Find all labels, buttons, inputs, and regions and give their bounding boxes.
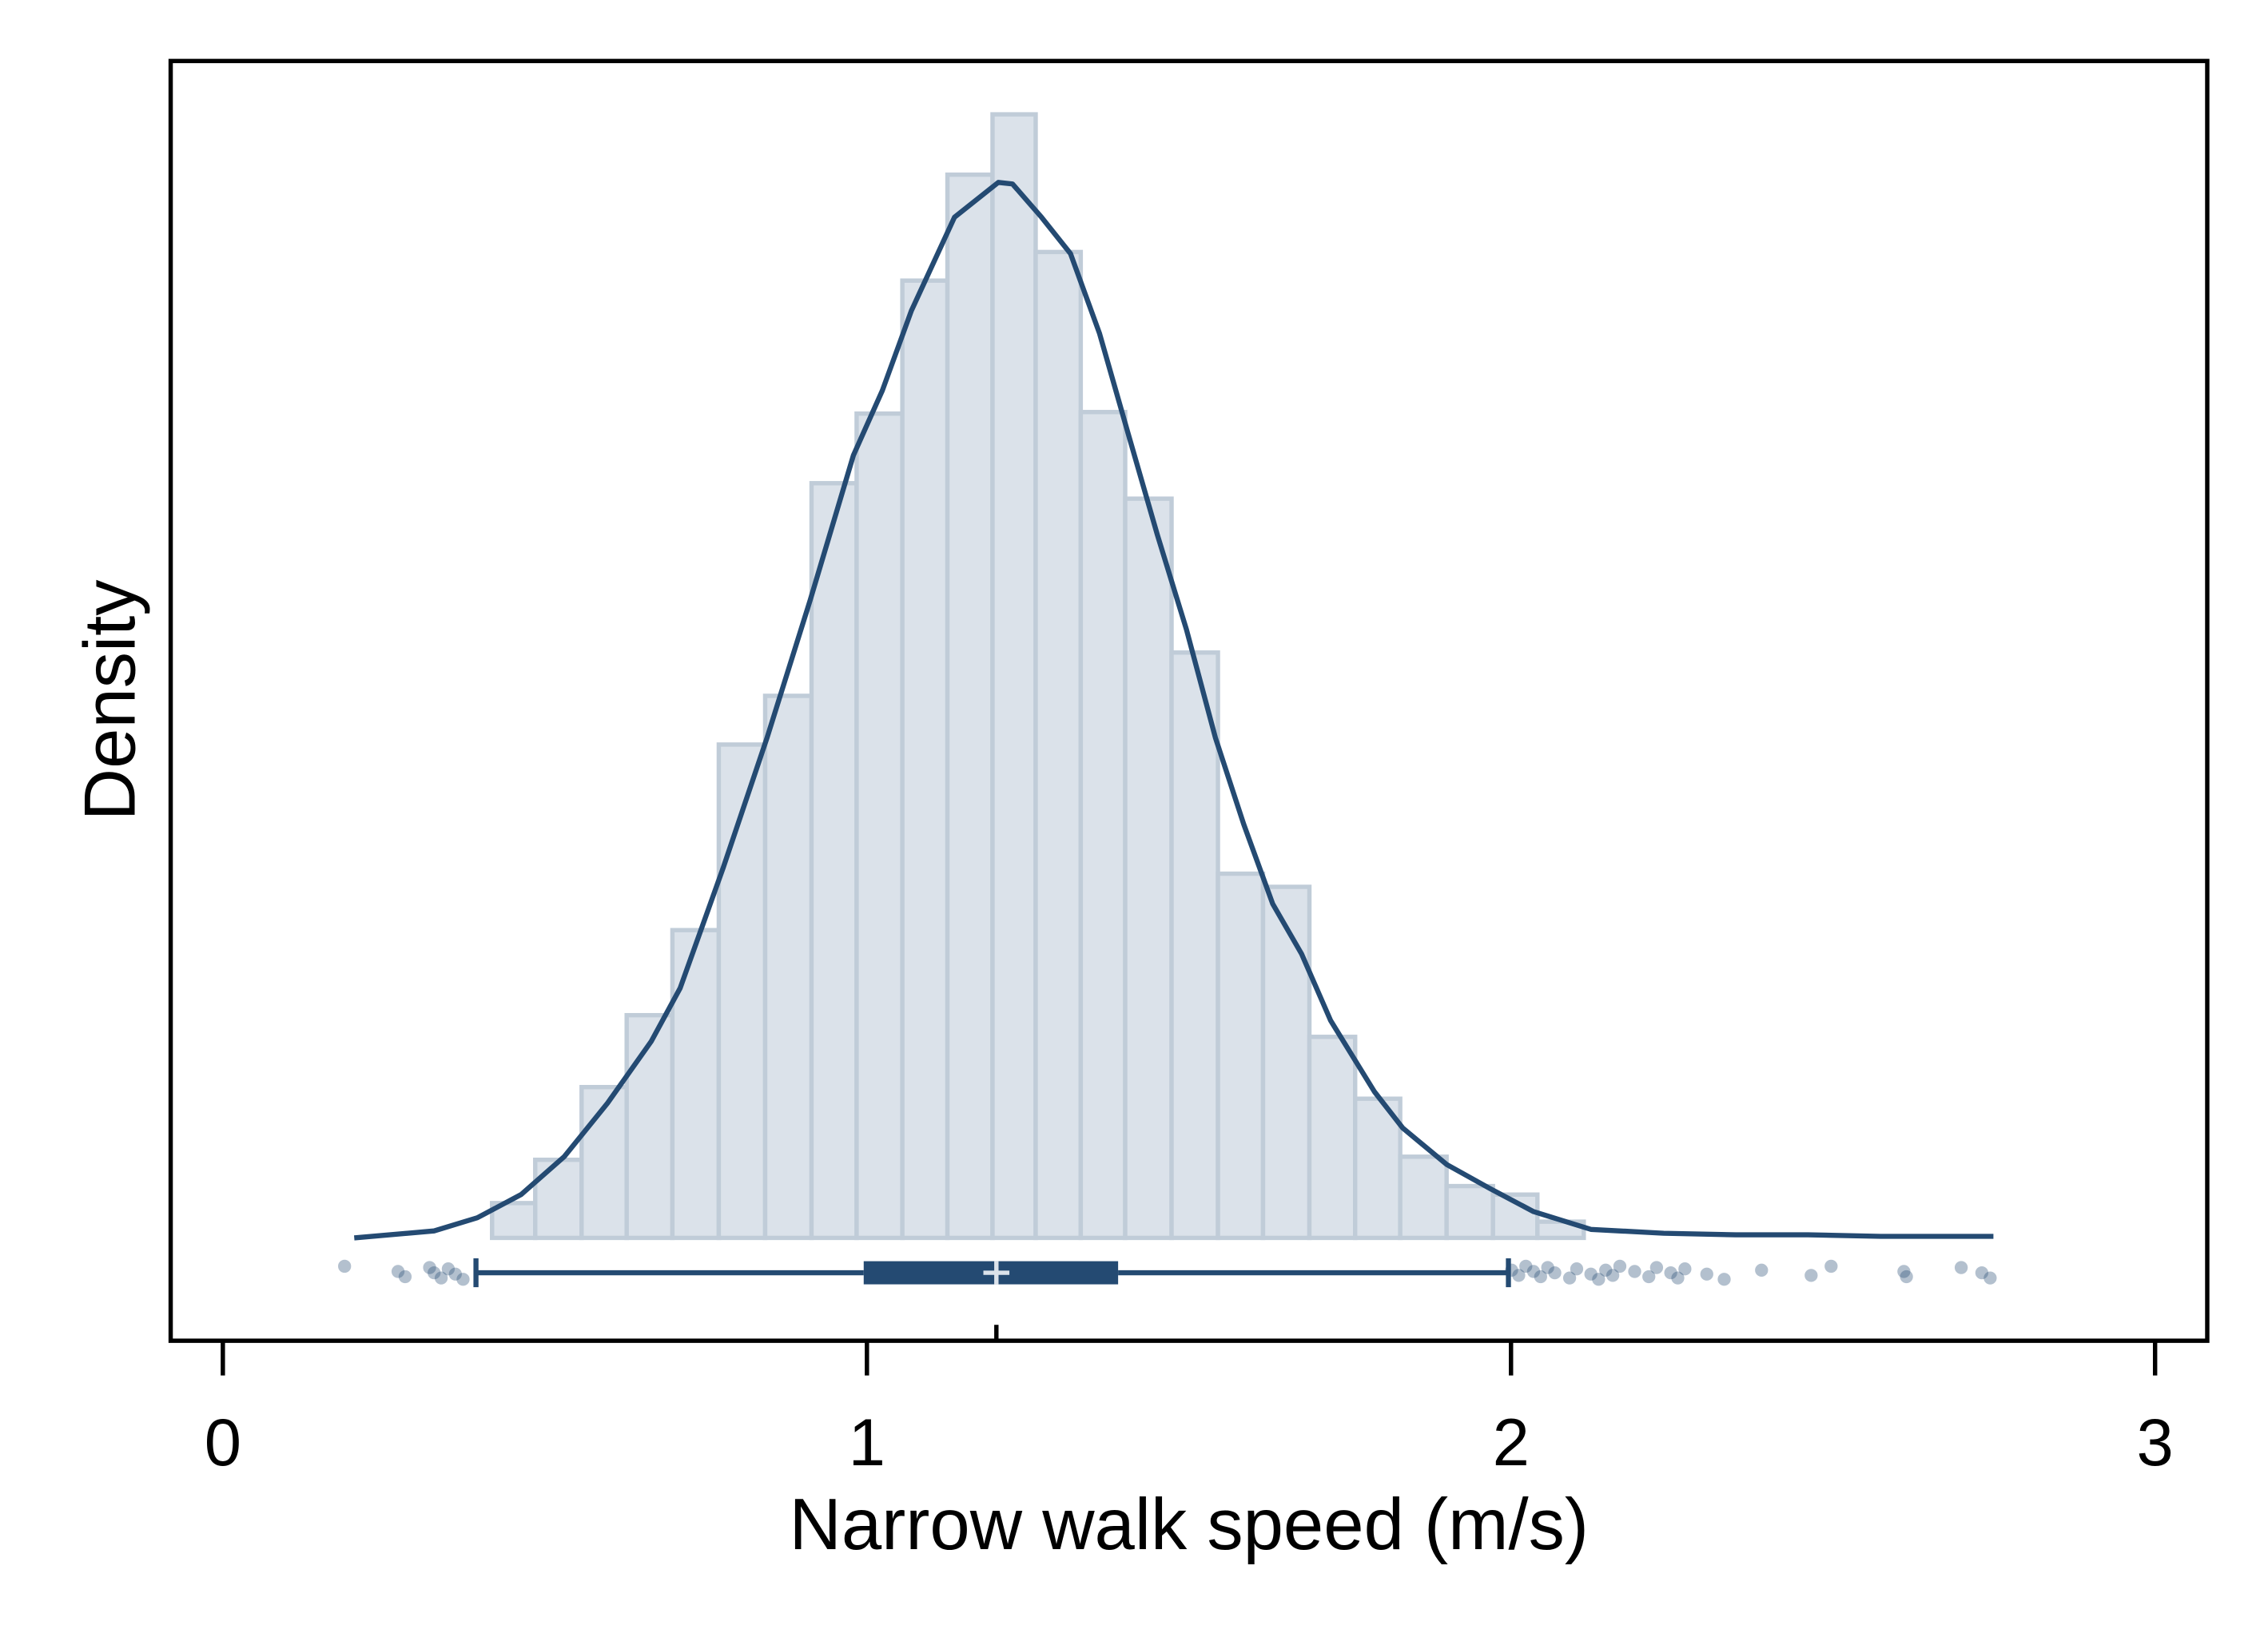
bar	[1078, 410, 1128, 1241]
outlier-point	[441, 1262, 456, 1276]
bar	[579, 1084, 629, 1241]
bar	[1123, 496, 1174, 1241]
outlier-point	[423, 1261, 436, 1274]
outlier-point	[1700, 1267, 1713, 1281]
outlier-point	[1628, 1265, 1641, 1278]
bar	[900, 278, 950, 1241]
bar	[1490, 1192, 1540, 1241]
x-axis-title: Narrow walk speed (m/s)	[789, 1484, 1589, 1565]
outlier-point	[1584, 1267, 1598, 1281]
outlier-point	[1570, 1262, 1584, 1276]
outlier-point	[1642, 1270, 1656, 1284]
outlier-point	[398, 1270, 412, 1284]
bar	[1398, 1154, 1449, 1241]
outlier-point	[1824, 1259, 1838, 1274]
x-tick-label: 0	[205, 1405, 241, 1480]
bar	[1216, 871, 1266, 1241]
outlier-point	[391, 1265, 405, 1278]
outlier-point	[1954, 1261, 1968, 1274]
y-axis-title: Density	[70, 579, 151, 821]
outlier-point	[1671, 1271, 1685, 1285]
bar	[716, 742, 768, 1241]
bar	[809, 481, 859, 1241]
outlier-point	[456, 1273, 470, 1286]
plot-frame	[168, 58, 2210, 1343]
outlier-point	[1717, 1273, 1731, 1286]
outlier-point	[1755, 1263, 1769, 1277]
outlier-point	[1897, 1265, 1911, 1278]
outlier-point	[1664, 1266, 1677, 1280]
bar	[624, 1012, 675, 1241]
outlier-point	[428, 1266, 441, 1280]
bar	[945, 172, 995, 1241]
bar	[762, 693, 814, 1241]
bar	[1444, 1183, 1495, 1241]
outlier-point	[1541, 1261, 1554, 1274]
outlier-point	[1592, 1273, 1606, 1286]
bar	[1169, 650, 1220, 1241]
outlier-point	[1649, 1261, 1664, 1274]
x-tick-label: 3	[2137, 1405, 2174, 1480]
outlier-point	[1526, 1265, 1541, 1278]
outlier-point	[448, 1267, 462, 1281]
outlier-point	[1678, 1262, 1692, 1276]
outlier-point	[1984, 1271, 1997, 1285]
outlier-point	[1613, 1259, 1627, 1274]
outlier-point	[1804, 1269, 1818, 1282]
bar	[1033, 249, 1084, 1241]
bar	[1260, 884, 1312, 1241]
outlier-point	[1606, 1269, 1620, 1282]
x-tick-label: 2	[1493, 1405, 1530, 1480]
bar	[670, 928, 722, 1241]
bar	[1307, 1035, 1358, 1241]
outlier-point	[1548, 1266, 1562, 1280]
outlier-point	[1519, 1259, 1533, 1274]
bar	[533, 1157, 584, 1241]
outlier-point	[1512, 1269, 1526, 1282]
outlier-point	[338, 1259, 352, 1274]
bar	[990, 112, 1038, 1241]
x-tick-label: 1	[849, 1405, 885, 1480]
outlier-point	[1975, 1266, 1989, 1280]
outlier-point	[1562, 1271, 1577, 1285]
bar	[854, 411, 905, 1241]
outlier-point	[1534, 1270, 1547, 1284]
outlier-point	[1900, 1270, 1913, 1284]
outlier-point	[434, 1271, 448, 1285]
outlier-point	[1599, 1263, 1613, 1277]
kde-line	[353, 180, 1994, 1241]
